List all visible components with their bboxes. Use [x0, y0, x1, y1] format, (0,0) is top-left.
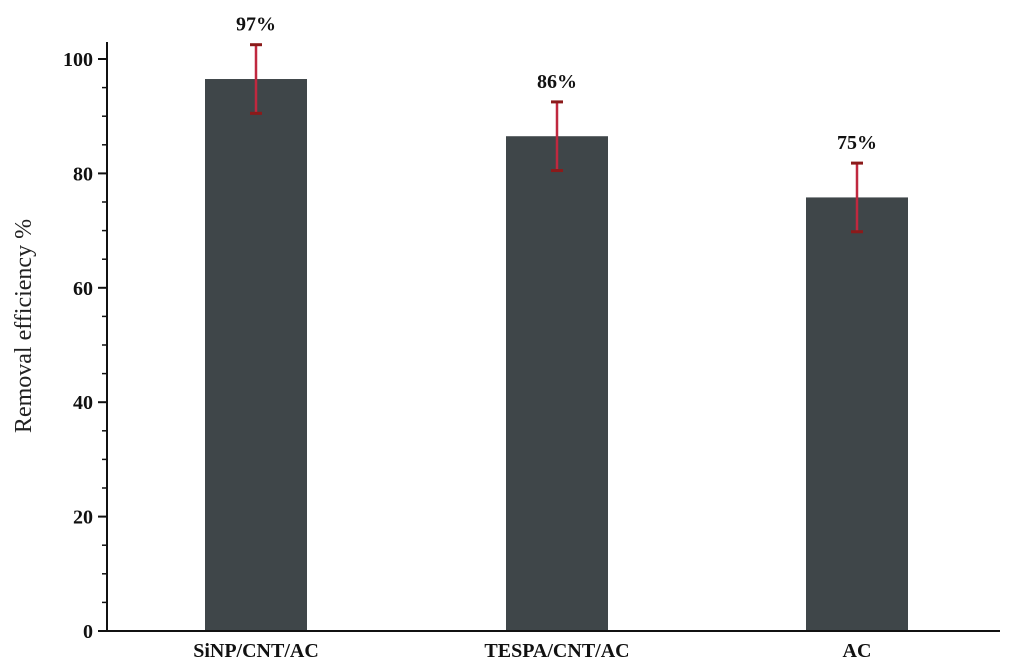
- bars: [205, 79, 908, 631]
- error-bar: [250, 43, 262, 115]
- bar: [806, 197, 908, 631]
- bar: [506, 136, 608, 631]
- data-label: 75%: [837, 132, 877, 154]
- data-label: 97%: [236, 14, 276, 36]
- bar: [205, 79, 307, 631]
- y-tick-label: 40: [73, 392, 93, 414]
- y-tick-label: 80: [73, 163, 93, 185]
- y-tick-label: 60: [73, 278, 93, 300]
- error-bars: [250, 43, 863, 234]
- x-category-label: SiNP/CNT/AC: [193, 640, 319, 662]
- x-category-label: AC: [843, 640, 872, 662]
- y-tick-label: 100: [63, 49, 93, 71]
- y-tick-label: 20: [73, 507, 93, 529]
- y-axis-major-ticks: [98, 58, 107, 632]
- x-axis-category-labels: SiNP/CNT/AC TESPA/CNT/AC AC: [193, 640, 871, 662]
- data-labels: 97% 86% 75%: [236, 14, 877, 154]
- x-category-label: TESPA/CNT/AC: [484, 640, 629, 662]
- y-axis-tick-labels: 0 20 40 60 80 100: [63, 49, 93, 643]
- data-label: 86%: [537, 71, 577, 93]
- error-bar: [551, 100, 563, 173]
- y-tick-label: 0: [83, 621, 93, 643]
- error-bar: [851, 161, 863, 234]
- y-axis-title: Removal efficiency %: [11, 219, 37, 433]
